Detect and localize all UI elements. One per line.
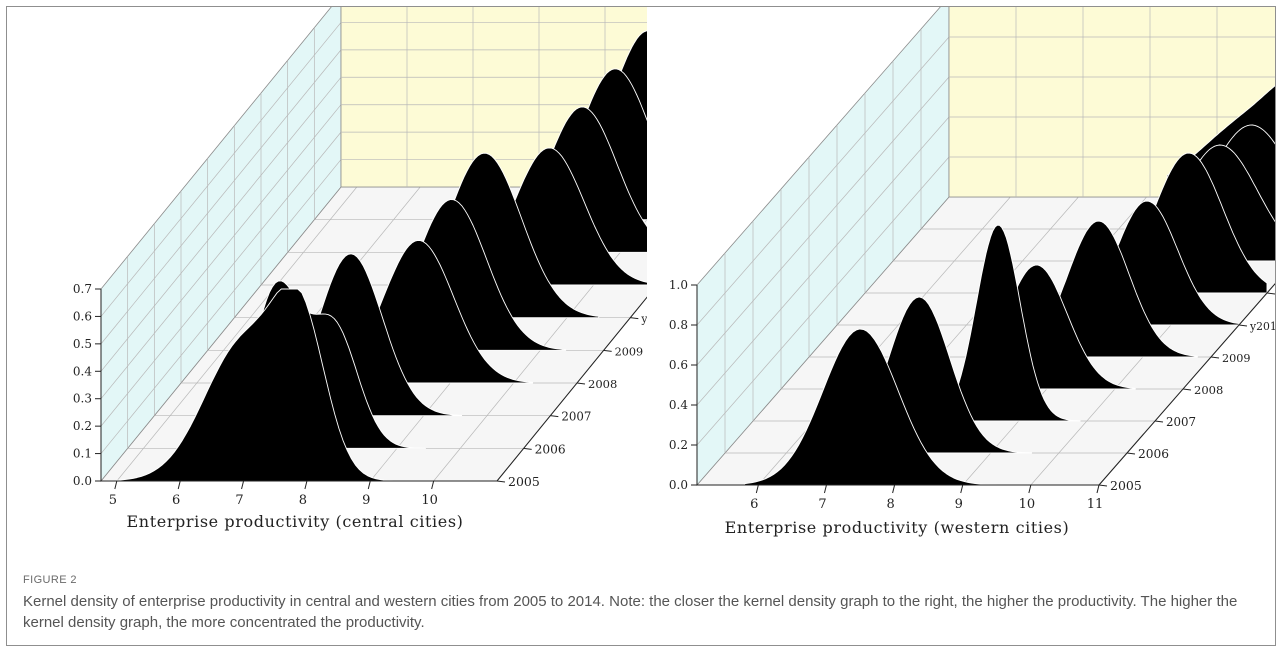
x-tick-label: 9 [362,493,370,508]
x-tick-mark [177,480,181,490]
x-axis-title: Enterprise productivity (western cities) [725,518,1070,537]
x-tick-label: 8 [886,497,894,512]
x-tick-mark [823,484,827,494]
x-tick-label: 6 [172,493,180,508]
z-tick-label: 0.1 [73,447,92,461]
density-curve-2005 [744,328,998,486]
x-tick-mark [755,484,759,494]
year-tick-mark [1098,484,1108,487]
floor-grid-line [758,196,1011,486]
year-tick-mark [496,480,506,483]
z-tick-label: 0.6 [73,309,92,323]
figure-frame: 0.0 0.1 0.2 0.3 0.4 0.5 0.6 0.7 5 6 7 8 9 10 2005 2006 2… [6,6,1276,646]
side-wall-grid-line [696,156,950,446]
x-tick-mark [431,480,435,490]
year-tick-mark [630,317,639,320]
z-tick-label: 0.0 [669,478,688,492]
x-tick-mark [114,480,118,490]
year-tick-label: 2007 [561,410,591,424]
x-tick-label: 6 [750,497,758,512]
year-tick-mark [1238,324,1248,327]
side-wall-grid-line [696,36,950,326]
side-wall-grid-line [100,159,342,454]
z-tick-label: 0.8 [669,318,688,332]
year-tick-label: y2010 [640,313,647,326]
z-tick-label: 0.2 [73,419,92,433]
year-tick-label: 2007 [1166,415,1196,429]
z-tick-label: 0.2 [669,438,688,452]
z-tick-label: 0.5 [73,337,92,351]
year-tick-mark [1266,292,1275,295]
z-tick-label: 0.6 [669,358,688,372]
x-tick-mark [1096,484,1100,494]
year-tick-mark [603,349,612,352]
year-axis-line [496,296,647,482]
x-tick-label: 10 [1019,497,1036,512]
x-tick-mark [1028,484,1032,494]
side-wall-grid-line [100,77,342,372]
year-tick-label: 2005 [1110,478,1142,493]
x-tick-mark [241,480,245,490]
z-tick-label: 1.0 [669,278,688,292]
z-tick-label: 0.7 [73,282,92,296]
x-tick-mark [304,480,308,490]
year-tick-mark [523,447,532,450]
x-tick-label: 7 [818,497,826,512]
year-tick-label: 2008 [1194,383,1223,397]
year-tick-label: 2009 [615,345,643,358]
figure-label: FIGURE 2 [23,574,77,586]
year-tick-label: 2006 [1138,447,1169,461]
x-tick-label: 10 [421,493,438,508]
year-tick-mark [576,382,586,385]
z-tick-label: 0.3 [73,392,92,406]
year-tick-label: y2010 [1249,320,1275,333]
side-wall-grid-line [696,116,950,406]
side-wall-grid-line [696,76,950,366]
side-wall-grid-line [100,104,342,399]
x-tick-mark [960,484,964,494]
x-tick-label: 7 [235,493,243,508]
right-kernel-density-chart: 0.0 0.2 0.4 0.6 0.8 1.0 6 7 8 9 10 11 2005 2006 2007 20… [669,7,1275,537]
floor-grid-line [116,186,358,482]
year-tick-mark [1182,388,1192,391]
x-tick-mark [892,484,896,494]
year-tick-label: 2009 [1222,352,1250,365]
year-tick-label: 2008 [588,377,617,391]
year-tick-label: 2005 [508,474,540,489]
year-tick-mark [1210,356,1220,359]
x-tick-label: 9 [955,497,963,512]
figure-caption: Kernel density of enterprise productivit… [23,593,1238,631]
x-axis-title: Enterprise productivity (central cities) [127,512,464,531]
z-tick-label: 0.4 [73,364,92,378]
left-kernel-density-chart: 0.0 0.1 0.2 0.3 0.4 0.5 0.6 0.7 5 6 7 8 9 10 2005 2006 2… [73,7,647,531]
x-tick-label: 8 [299,493,307,508]
side-wall-grid-line [100,131,342,427]
side-wall-grid-line [100,49,342,345]
year-axis-line [1098,283,1275,486]
x-tick-mark [367,480,371,490]
x-tick-label: 11 [1087,497,1104,512]
z-tick-label: 0.4 [669,398,688,412]
z-tick-label: 0.0 [73,474,92,488]
year-tick-mark [1154,420,1164,423]
side-wall-grid-line [100,22,342,317]
year-tick-label: 2006 [535,442,566,456]
x-tick-label: 5 [109,493,117,508]
year-tick-mark [550,415,559,418]
year-tick-mark [1126,452,1136,455]
density-curve-2005 [103,288,393,482]
